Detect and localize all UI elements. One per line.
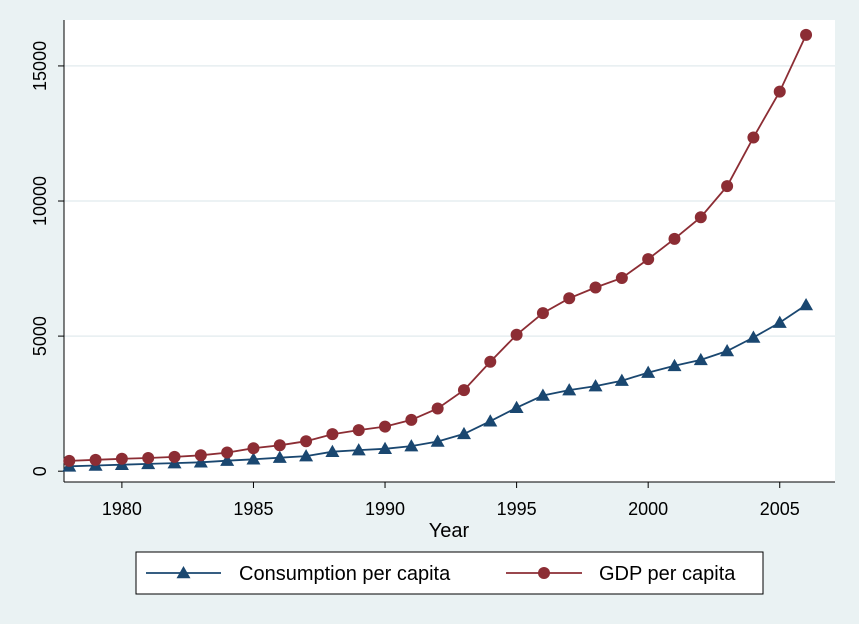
data-point <box>483 414 498 427</box>
x-tick-label: 2005 <box>760 499 800 519</box>
data-point <box>773 85 786 98</box>
legend: Consumption per capita GDP per capita <box>135 551 764 595</box>
data-point <box>667 358 682 372</box>
data-point <box>405 413 418 426</box>
data-point <box>614 373 629 386</box>
data-point <box>299 449 314 462</box>
data-point <box>668 232 681 245</box>
x-tick-label: 1985 <box>233 499 273 519</box>
data-point <box>535 388 550 401</box>
x-tick-label: 2000 <box>628 499 668 519</box>
data-point <box>800 28 813 41</box>
data-point <box>484 355 497 368</box>
data-point <box>168 450 181 463</box>
data-point <box>404 439 419 452</box>
data-point <box>272 450 287 463</box>
data-point <box>220 453 235 466</box>
x-tick-label: 1990 <box>365 499 405 519</box>
data-point <box>720 343 735 357</box>
data-point <box>378 441 393 455</box>
data-point <box>326 428 339 441</box>
data-point <box>351 443 366 456</box>
data-point <box>799 298 814 311</box>
data-point <box>379 420 392 433</box>
legend-label: GDP per capita <box>599 563 736 585</box>
data-point <box>247 442 260 455</box>
y-tick-label: 5000 <box>30 316 50 356</box>
series-layer <box>62 28 814 472</box>
data-point <box>509 400 524 413</box>
data-point <box>115 452 128 465</box>
x-tick-label: 1980 <box>102 499 142 519</box>
x-tick-label: 1995 <box>497 499 537 519</box>
y-tick-label: 15000 <box>30 41 50 91</box>
data-point <box>693 352 708 366</box>
data-point <box>536 307 549 320</box>
data-point <box>772 315 787 328</box>
data-point <box>300 435 313 448</box>
data-point <box>431 402 444 415</box>
data-point <box>89 453 102 466</box>
x-axis-title: Year <box>429 520 470 542</box>
plot-area <box>64 20 835 482</box>
grid-lines <box>64 65 835 337</box>
legend-label: Consumption per capita <box>239 563 451 585</box>
data-point <box>641 365 656 378</box>
data-point <box>273 439 286 452</box>
data-point <box>642 253 655 266</box>
legend-marker <box>176 566 191 579</box>
legend-box <box>135 551 764 595</box>
y-tick-label: 10000 <box>30 176 50 226</box>
data-point <box>589 281 602 294</box>
data-point <box>63 454 76 467</box>
data-point <box>325 444 340 457</box>
data-point <box>694 211 707 224</box>
data-point <box>615 272 628 285</box>
data-point <box>746 330 761 343</box>
series-gdp <box>63 28 813 467</box>
legend-marker <box>538 567 550 579</box>
data-point <box>510 328 523 341</box>
data-point <box>457 384 470 397</box>
data-point <box>221 446 234 459</box>
data-point <box>194 449 207 462</box>
series-consumption <box>62 298 814 472</box>
data-point <box>563 292 576 305</box>
data-point <box>456 426 471 440</box>
data-point <box>721 180 734 193</box>
data-point <box>352 424 365 437</box>
data-point <box>562 383 577 396</box>
data-point <box>588 379 603 392</box>
axes: 0 5000 10000 15000 1980 1985 1990 1995 2000 2005 <box>30 20 835 519</box>
data-point <box>193 455 208 468</box>
y-tick-label: 0 <box>30 466 50 476</box>
data-point <box>747 131 760 144</box>
data-point <box>430 434 445 447</box>
data-point <box>246 452 261 465</box>
data-point <box>142 451 155 464</box>
